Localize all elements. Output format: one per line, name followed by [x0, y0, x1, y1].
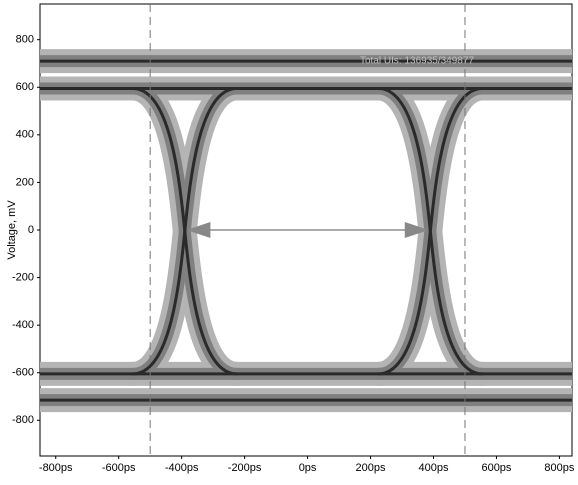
y-tick-label: 400: [16, 129, 34, 141]
y-tick-label: -400: [12, 319, 34, 331]
eye-traces: [40, 49, 572, 413]
annotation: Total UIs: 136935/349877: [360, 56, 474, 67]
x-tick-label: -800ps: [39, 462, 73, 474]
arrow-head: [186, 222, 211, 238]
arrow-head: [404, 222, 429, 238]
x-tick-label: 200ps: [356, 462, 386, 474]
y-tick-label: 0: [28, 224, 34, 236]
y-axis-label: Voltage, mV: [6, 200, 18, 260]
y-tick-label: 600: [16, 81, 34, 93]
y-tick-label: -600: [12, 367, 34, 379]
x-tick-label: -400ps: [165, 462, 199, 474]
x-tick-label: -600ps: [102, 462, 136, 474]
y-tick-label: 200: [16, 176, 34, 188]
y-tick-label: -200: [12, 271, 34, 283]
eye-trace: [376, 86, 484, 376]
x-tick-label: 800ps: [544, 462, 574, 474]
y-tick-label: -800: [12, 414, 34, 426]
x-tick-label: 600ps: [481, 462, 511, 474]
x-tick-label: 400ps: [418, 462, 448, 474]
x-tick-label: 0ps: [299, 462, 317, 474]
x-tick-label: -200ps: [228, 462, 262, 474]
eye-trace: [131, 86, 239, 376]
y-tick-label: 800: [16, 34, 34, 46]
